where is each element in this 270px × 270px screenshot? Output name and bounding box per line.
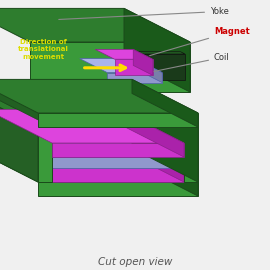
Polygon shape — [95, 49, 153, 59]
Text: Direction of
translational
movement: Direction of translational movement — [18, 39, 69, 60]
Polygon shape — [0, 109, 184, 143]
Polygon shape — [135, 59, 162, 83]
Polygon shape — [0, 148, 198, 182]
Polygon shape — [38, 113, 198, 127]
Polygon shape — [107, 73, 162, 83]
Polygon shape — [118, 93, 198, 127]
Polygon shape — [184, 127, 198, 182]
Polygon shape — [132, 79, 198, 127]
Polygon shape — [133, 49, 153, 75]
Polygon shape — [52, 143, 184, 157]
Polygon shape — [115, 54, 185, 80]
Polygon shape — [118, 109, 184, 157]
Text: Cut open view: Cut open view — [98, 257, 172, 267]
Text: Coil: Coil — [154, 53, 230, 72]
Polygon shape — [132, 93, 198, 182]
Polygon shape — [132, 148, 198, 196]
Polygon shape — [52, 168, 184, 182]
Polygon shape — [0, 123, 184, 157]
Polygon shape — [0, 134, 184, 168]
Polygon shape — [38, 182, 198, 196]
Text: Yoke: Yoke — [59, 7, 229, 19]
Polygon shape — [52, 157, 184, 168]
Text: Magnet: Magnet — [150, 27, 250, 56]
Polygon shape — [111, 52, 185, 54]
Polygon shape — [0, 93, 52, 127]
Polygon shape — [38, 127, 52, 182]
Polygon shape — [114, 59, 153, 75]
Polygon shape — [0, 93, 184, 127]
Polygon shape — [118, 134, 184, 182]
Polygon shape — [30, 42, 190, 92]
Polygon shape — [0, 79, 198, 113]
Polygon shape — [124, 8, 190, 92]
Polygon shape — [0, 93, 38, 182]
Polygon shape — [80, 59, 162, 73]
Polygon shape — [118, 123, 184, 168]
Polygon shape — [0, 8, 190, 42]
